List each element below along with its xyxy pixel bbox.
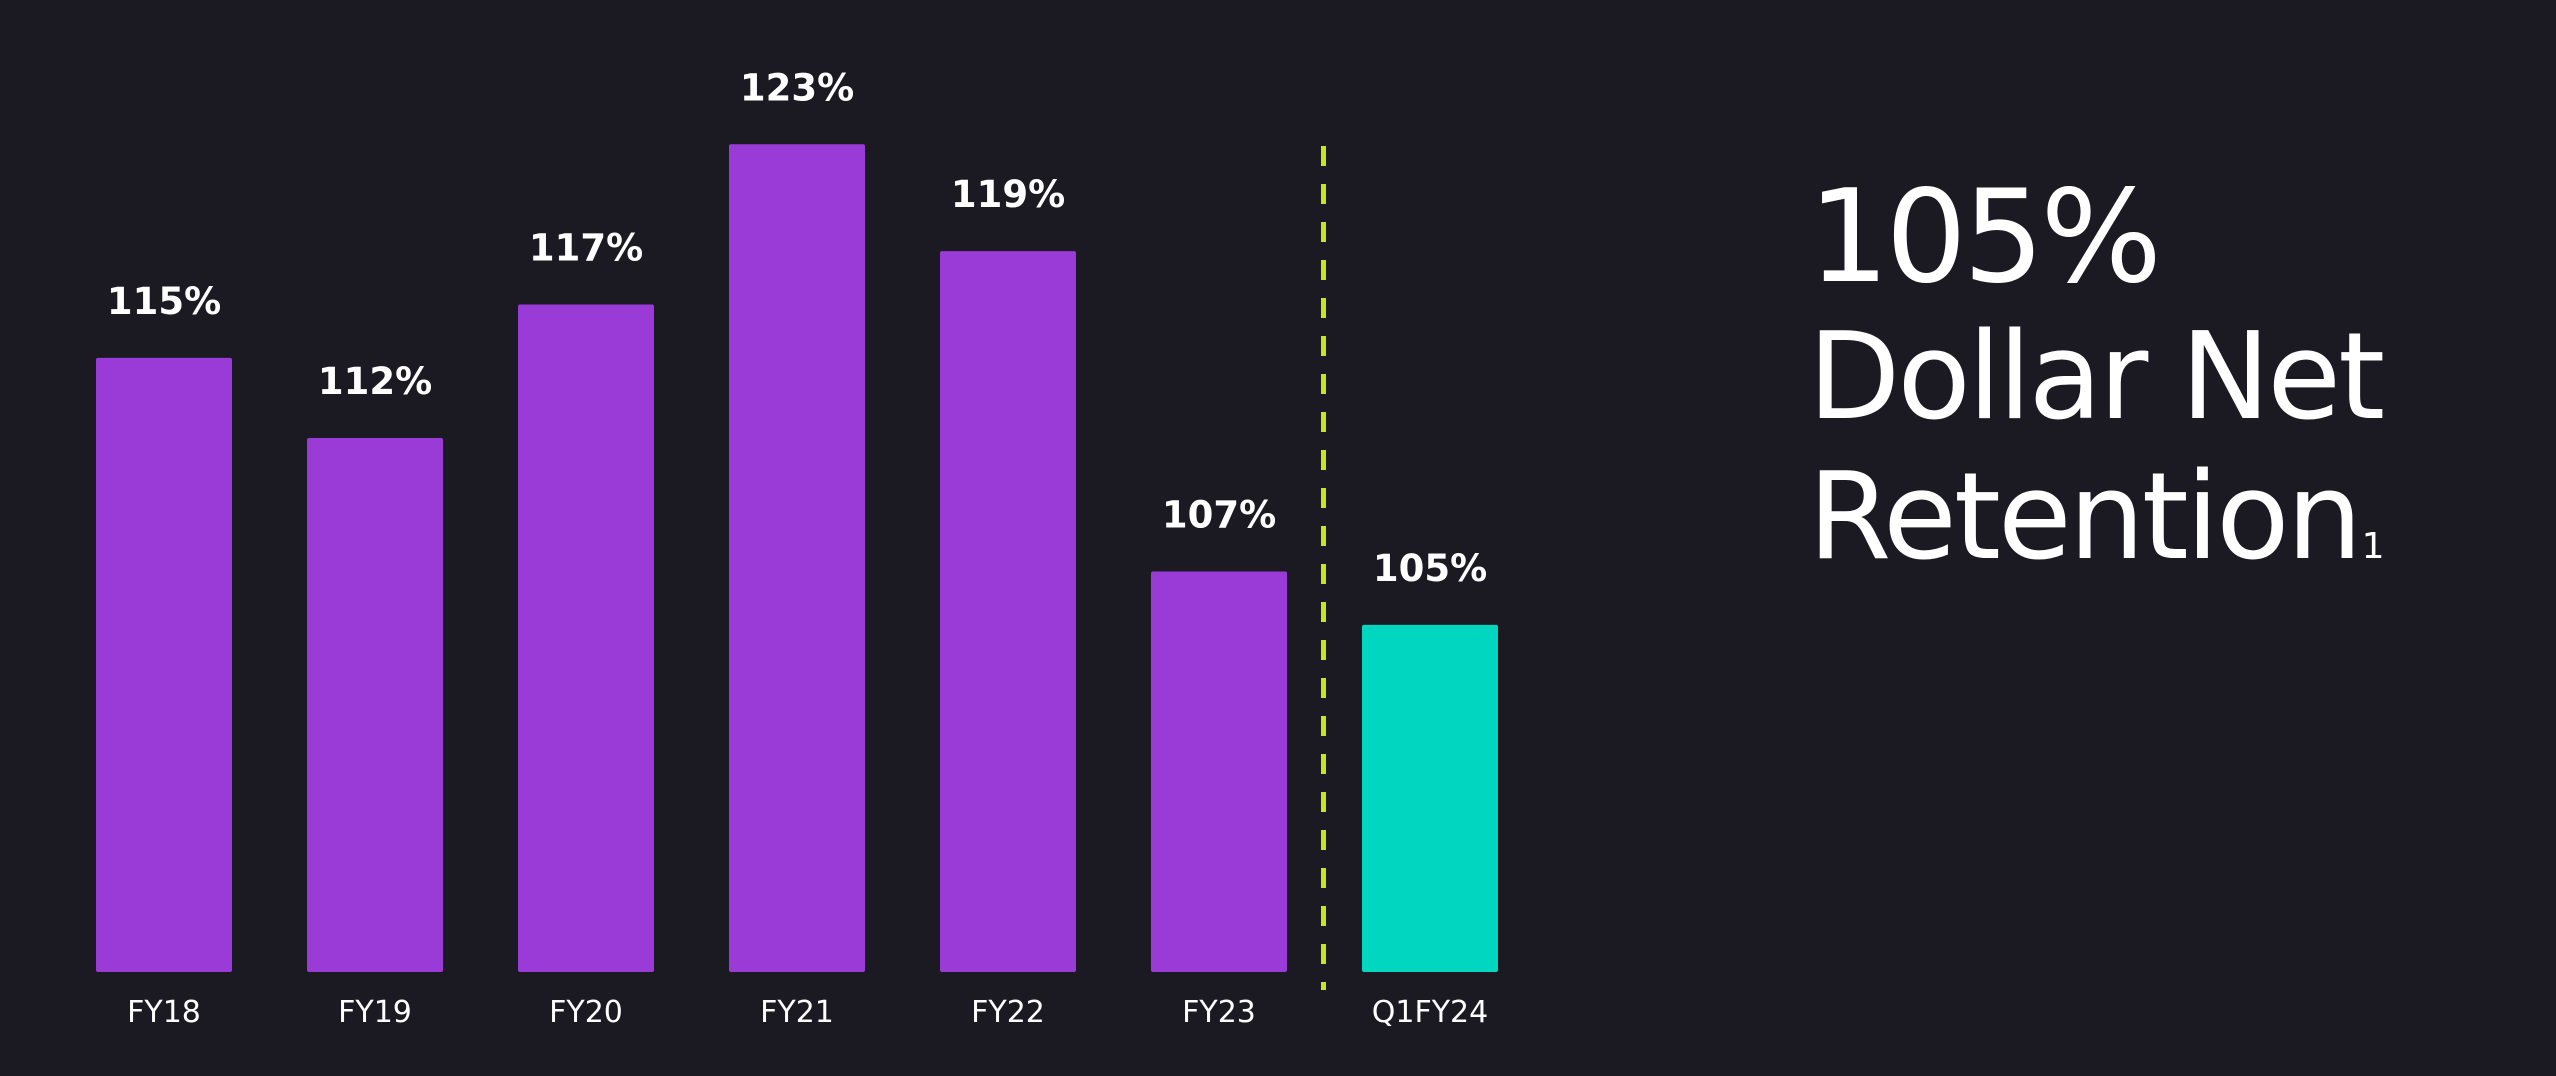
- headline-block: 105% Dollar Net Retention1: [1808, 168, 2385, 617]
- value-label-fy18: 115%: [107, 280, 221, 323]
- category-label-q1fy24: Q1FY24: [1372, 995, 1488, 1030]
- bar-fy19: [307, 438, 443, 972]
- footnote-marker: 1: [2361, 526, 2385, 567]
- category-label-fy22: FY22: [971, 995, 1045, 1030]
- category-label-fy21: FY21: [760, 995, 834, 1030]
- bar-fy20: [518, 304, 654, 972]
- headline-line-2: Retention1: [1808, 448, 2385, 617]
- value-label-fy21: 123%: [740, 66, 854, 109]
- category-label-fy18: FY18: [127, 995, 201, 1030]
- category-label-fy20: FY20: [549, 995, 623, 1030]
- value-label-q1fy24: 105%: [1373, 547, 1487, 590]
- category-label-fy23: FY23: [1182, 995, 1256, 1030]
- headline-line-1: Dollar Net: [1808, 308, 2385, 447]
- value-label-fy19: 112%: [318, 360, 432, 403]
- value-label-fy20: 117%: [529, 227, 643, 270]
- headline-line-2-text: Retention: [1808, 448, 2363, 587]
- value-label-fy23: 107%: [1162, 494, 1276, 537]
- bar-fy21: [729, 144, 865, 973]
- bar-fy18: [96, 357, 232, 972]
- category-label-fy19: FY19: [338, 995, 412, 1030]
- headline-value: 105%: [1808, 163, 2162, 312]
- bar-q1fy24: [1362, 624, 1498, 972]
- bar-fy22: [940, 251, 1076, 973]
- value-label-fy22: 119%: [951, 173, 1065, 216]
- bar-fy23: [1151, 571, 1287, 972]
